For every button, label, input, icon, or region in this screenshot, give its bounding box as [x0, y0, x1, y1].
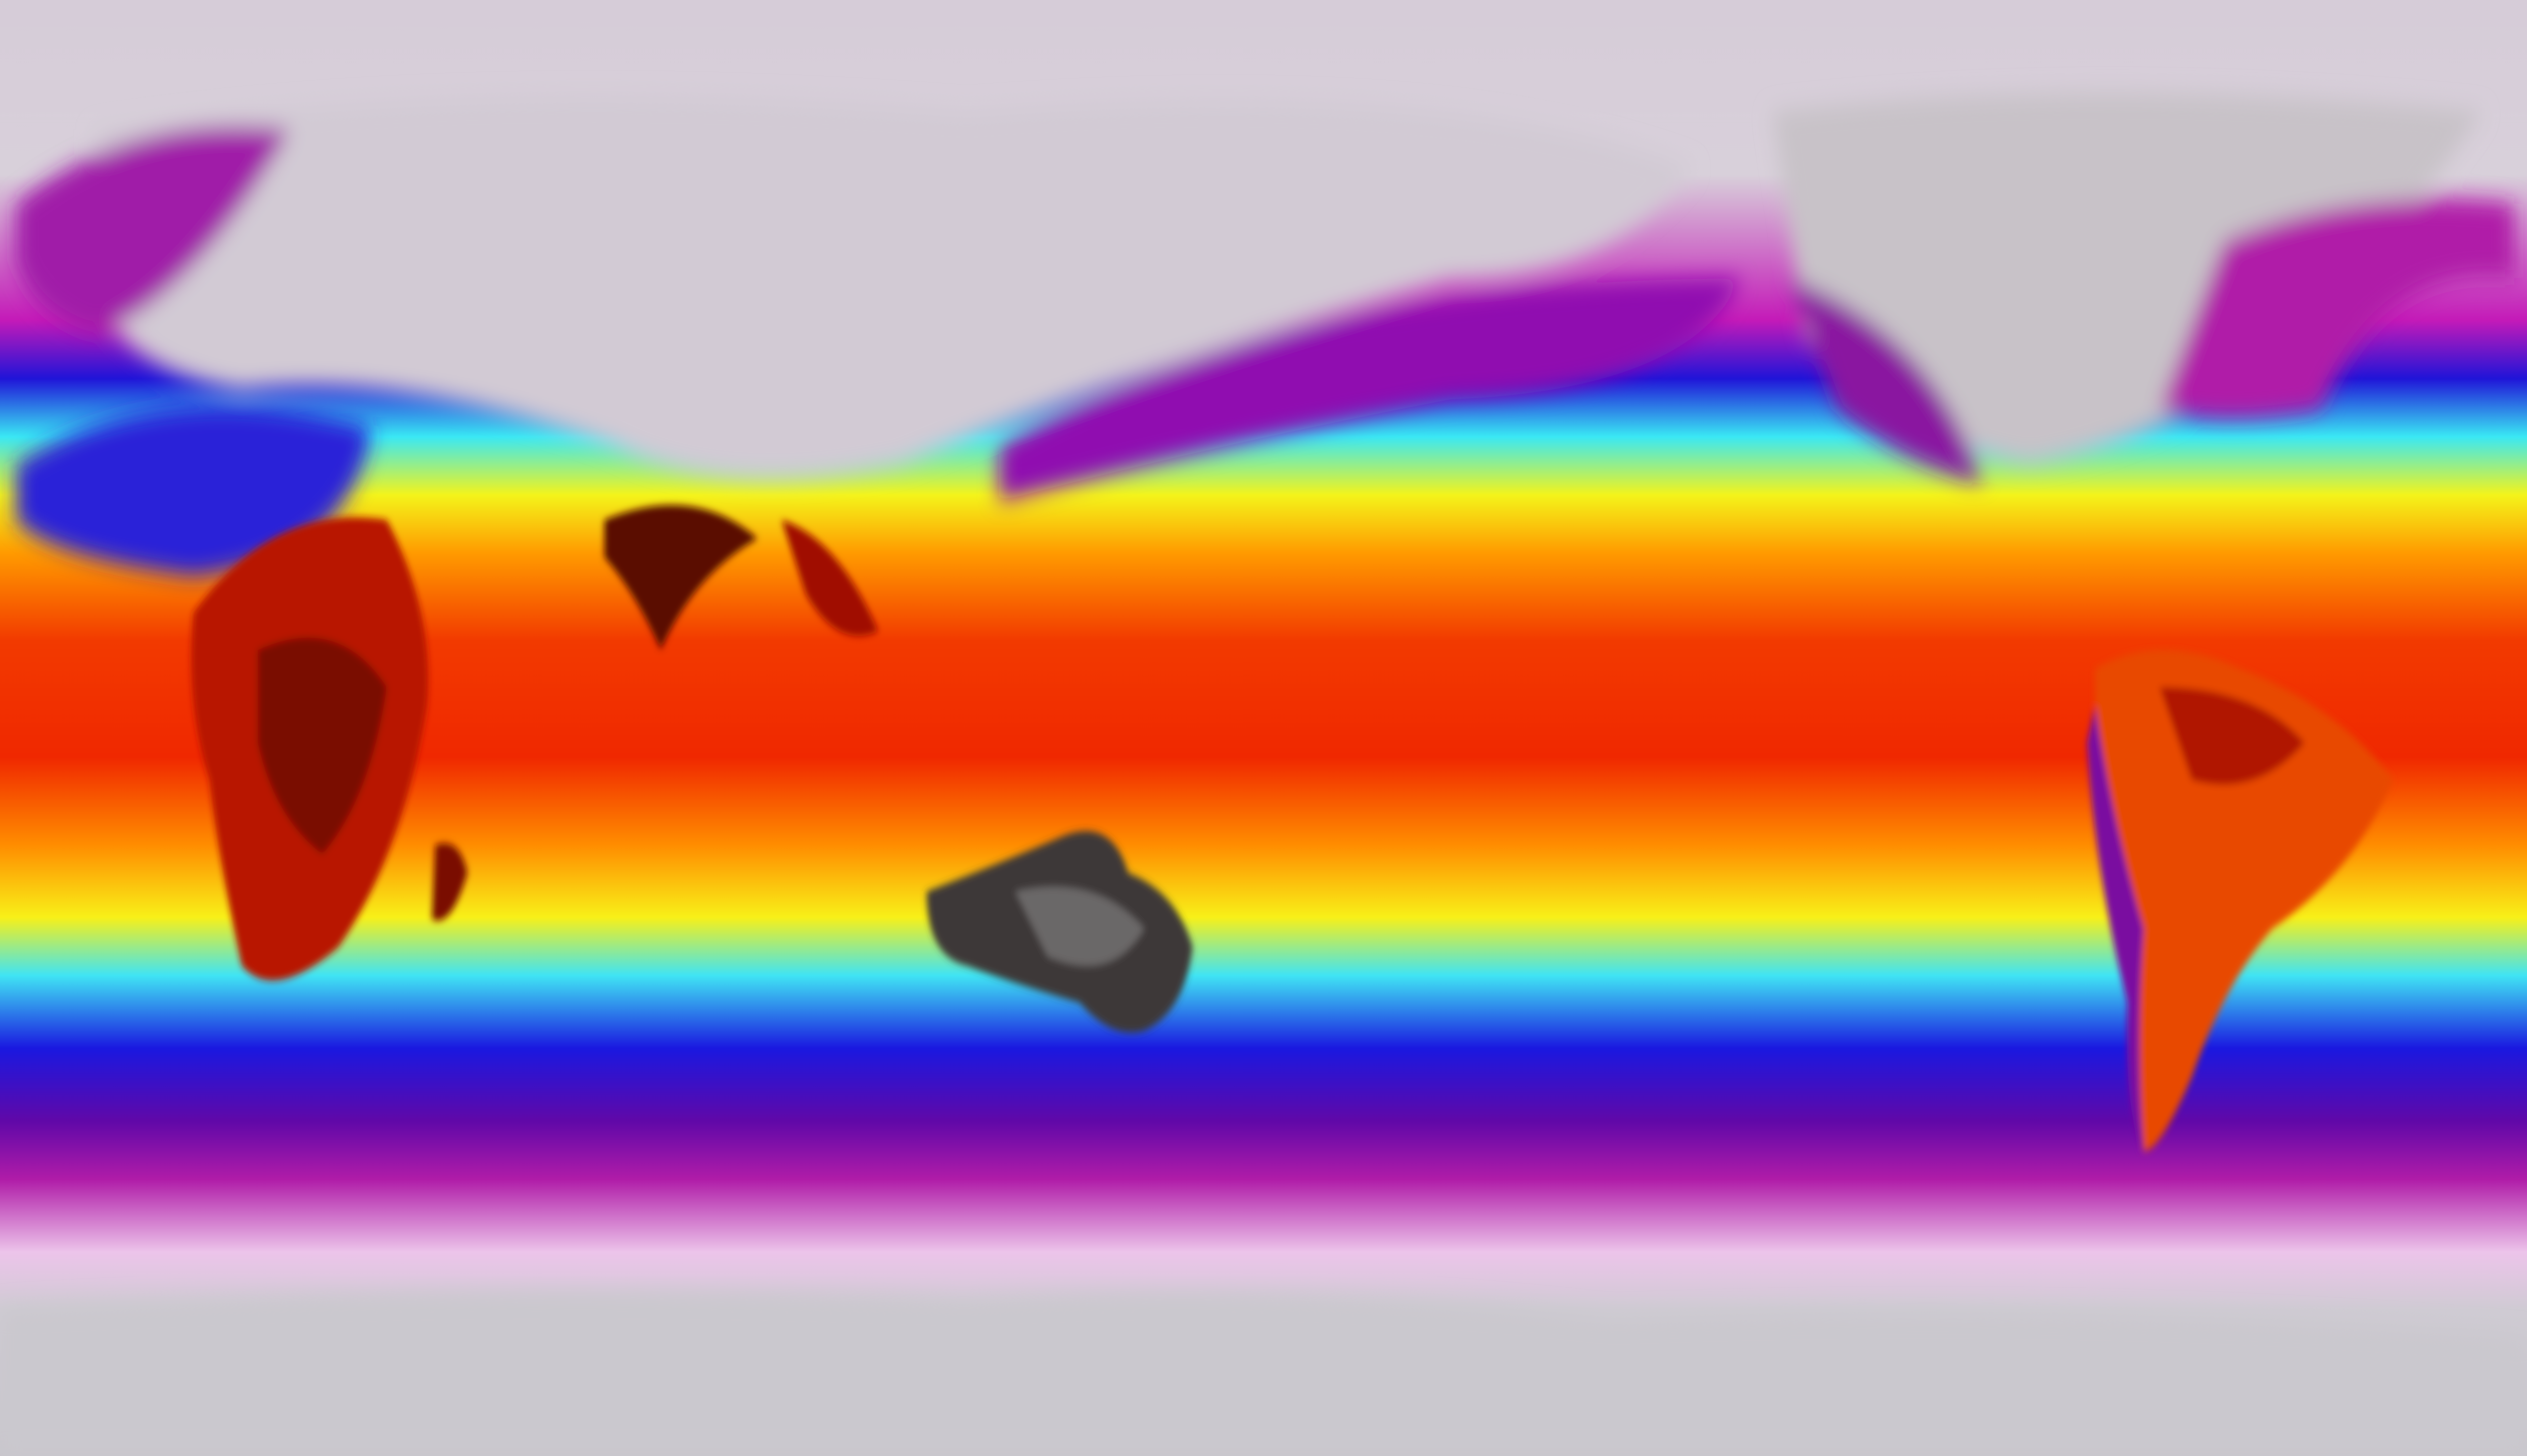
northern-landmasses	[16, 92, 2514, 576]
pacific-magenta	[999, 278, 1741, 502]
eurasia-cold-region	[97, 97, 1693, 480]
africa-dark-interior	[258, 637, 387, 855]
southeast-asia	[781, 520, 878, 636]
madagascar	[432, 843, 467, 921]
tropical-landmasses	[191, 505, 2394, 1152]
north-america-cold-region	[1772, 92, 2482, 464]
antarctica	[0, 1292, 2527, 1456]
australia-interior-light	[1015, 886, 1145, 966]
india	[604, 505, 758, 650]
amazon-dark	[2159, 687, 2305, 785]
andes	[2087, 706, 2144, 1152]
europe-blue	[16, 406, 371, 576]
north-america-west-coast	[1789, 278, 1983, 483]
southern-polar-region	[0, 1292, 2527, 1456]
europe-magenta	[16, 127, 290, 335]
south-america	[2095, 650, 2394, 1152]
atlantic-magenta	[2159, 200, 2514, 418]
